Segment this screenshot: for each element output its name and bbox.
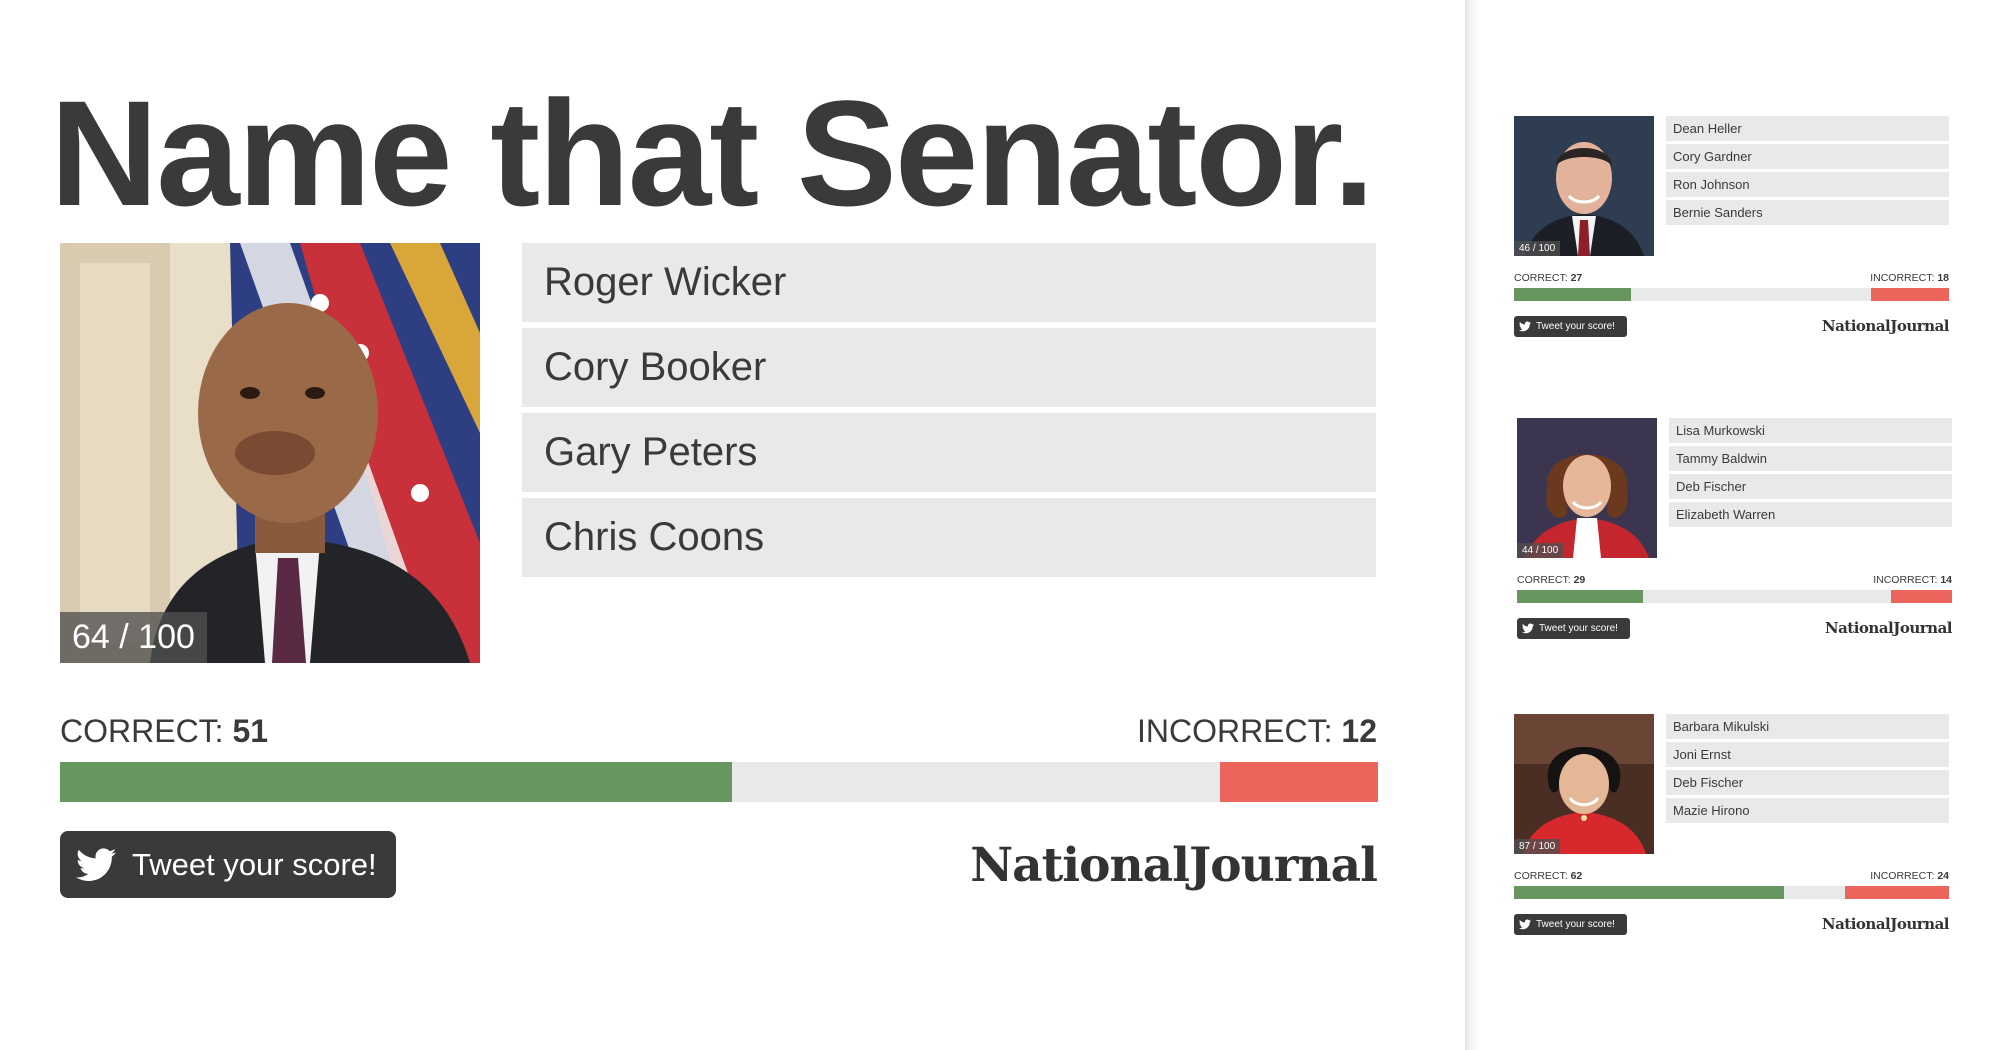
- national-journal-logo: NationalJournal: [1824, 619, 1953, 637]
- national-journal-logo: NationalJournal: [1821, 915, 1950, 933]
- senator-portrait-image: [1514, 714, 1654, 854]
- score-progress-bar: [1514, 288, 1949, 301]
- correct-label: CORRECT:: [60, 713, 224, 749]
- correct-label: CORRECT:: [1517, 574, 1571, 586]
- correct-progress-fill: [1514, 288, 1632, 301]
- answer-option[interactable]: Deb Fischer: [1666, 770, 1949, 795]
- score-progress-bar: [1517, 590, 1952, 603]
- score-progress-bar: [60, 762, 1378, 802]
- incorrect-value: 24: [1937, 870, 1949, 882]
- national-journal-logo: NationalJournal: [1821, 317, 1950, 335]
- incorrect-count: INCORRECT: 24: [1870, 870, 1949, 882]
- correct-label: CORRECT:: [1514, 272, 1568, 284]
- score-progress-bar: [1514, 886, 1949, 899]
- senator-photo: 46 / 100: [1514, 116, 1654, 256]
- incorrect-progress-fill: [1870, 288, 1949, 301]
- tweet-button-label: Tweet your score!: [1539, 623, 1618, 634]
- twitter-bird-icon: [1519, 919, 1531, 930]
- correct-progress-fill: [1517, 590, 1644, 603]
- score-overlay: 44 / 100: [1517, 543, 1564, 558]
- incorrect-label: INCORRECT:: [1136, 713, 1333, 749]
- national-journal-logo: NationalJournal: [970, 838, 1378, 893]
- incorrect-progress-fill: [1219, 762, 1378, 802]
- correct-value: 27: [1570, 272, 1583, 284]
- correct-count: CORRECT: 29: [1517, 574, 1585, 586]
- incorrect-count: INCORRECT: 18: [1870, 272, 1949, 284]
- incorrect-value: 12: [1341, 713, 1377, 749]
- incorrect-label: INCORRECT:: [1873, 574, 1938, 586]
- correct-value: 62: [1570, 870, 1583, 882]
- correct-value: 51: [232, 713, 269, 749]
- incorrect-label: INCORRECT:: [1870, 272, 1935, 284]
- answer-option[interactable]: Ron Johnson: [1666, 172, 1949, 197]
- answer-option[interactable]: Mazie Hirono: [1666, 798, 1949, 823]
- answer-option[interactable]: Lisa Murkowski: [1669, 418, 1952, 443]
- main-quiz-panel: Name that Senator. 64 / 100 Roger Wicker…: [50, 69, 1378, 898]
- incorrect-count: INCORRECT: 14: [1873, 574, 1952, 586]
- answer-option[interactable]: Joni Ernst: [1666, 742, 1949, 767]
- senator-portrait-image: [1517, 418, 1657, 558]
- correct-count: CORRECT: 62: [1514, 870, 1582, 882]
- correct-value: 29: [1573, 574, 1586, 586]
- answer-option[interactable]: Chris Coons: [522, 498, 1376, 577]
- answer-option[interactable]: Deb Fischer: [1669, 474, 1952, 499]
- answer-option[interactable]: Dean Heller: [1666, 116, 1949, 141]
- answer-option[interactable]: Bernie Sanders: [1666, 200, 1949, 225]
- incorrect-count: INCORRECT: 12: [1137, 713, 1377, 750]
- senator-photo: 64 / 100: [60, 243, 480, 663]
- correct-label: CORRECT:: [1514, 870, 1568, 882]
- mini-quiz-card: 44 / 100 Lisa Murkowski Tammy Baldwin De…: [1517, 418, 1957, 678]
- incorrect-progress-fill: [1844, 886, 1949, 899]
- answer-option[interactable]: Gary Peters: [522, 413, 1376, 492]
- answer-option[interactable]: Cory Gardner: [1666, 144, 1949, 169]
- mini-quiz-card: 46 / 100 Dean Heller Cory Gardner Ron Jo…: [1514, 116, 1954, 376]
- senator-photo: 87 / 100: [1514, 714, 1654, 854]
- tweet-button-label: Tweet your score!: [132, 846, 377, 882]
- incorrect-label: INCORRECT:: [1870, 870, 1935, 882]
- tweet-button-label: Tweet your score!: [1536, 321, 1615, 332]
- tweet-score-button[interactable]: Tweet your score!: [1514, 316, 1627, 337]
- answer-option[interactable]: Elizabeth Warren: [1669, 502, 1952, 527]
- tweet-score-button[interactable]: Tweet your score!: [60, 831, 396, 898]
- senator-portrait-image: [1514, 116, 1654, 256]
- mini-quiz-card: 87 / 100 Barbara Mikulski Joni Ernst Deb…: [1514, 714, 1954, 974]
- page-title: Name that Senator.: [50, 69, 1375, 237]
- incorrect-value: 14: [1940, 574, 1952, 586]
- incorrect-progress-fill: [1891, 590, 1952, 603]
- correct-progress-fill: [60, 762, 733, 802]
- tweet-button-label: Tweet your score!: [1536, 919, 1615, 930]
- answer-option[interactable]: Roger Wicker: [522, 243, 1376, 322]
- correct-count: CORRECT: 27: [1514, 272, 1582, 284]
- correct-progress-fill: [1514, 886, 1784, 899]
- score-overlay: 87 / 100: [1514, 839, 1561, 854]
- tweet-score-button[interactable]: Tweet your score!: [1517, 618, 1630, 639]
- score-overlay: 64 / 100: [60, 612, 207, 663]
- answer-option[interactable]: Cory Booker: [522, 328, 1376, 407]
- twitter-bird-icon: [76, 847, 116, 881]
- incorrect-value: 18: [1937, 272, 1949, 284]
- answer-option[interactable]: Tammy Baldwin: [1669, 446, 1952, 471]
- senator-photo: 44 / 100: [1517, 418, 1657, 558]
- twitter-bird-icon: [1519, 321, 1531, 332]
- twitter-bird-icon: [1522, 623, 1534, 634]
- answer-option[interactable]: Barbara Mikulski: [1666, 714, 1949, 739]
- senator-portrait-image: [60, 243, 480, 663]
- correct-count: CORRECT: 51: [60, 713, 268, 750]
- score-overlay: 46 / 100: [1514, 241, 1561, 256]
- tweet-score-button[interactable]: Tweet your score!: [1514, 914, 1627, 935]
- panel-divider: [1465, 0, 1479, 1050]
